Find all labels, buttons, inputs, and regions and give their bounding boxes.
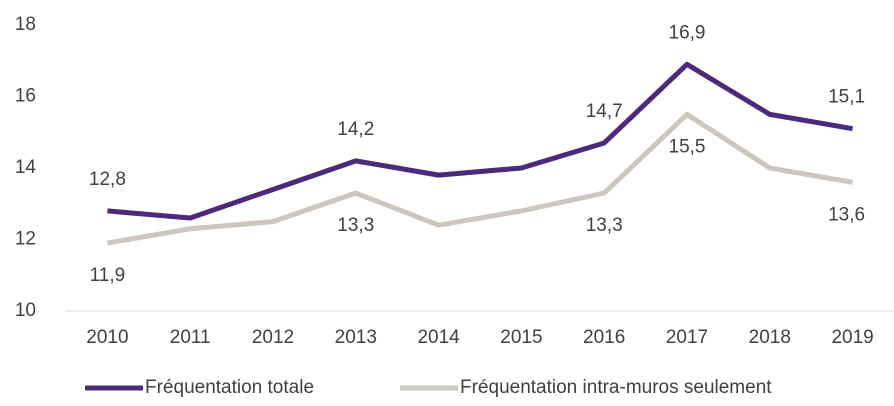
y-tick-label: 10 xyxy=(15,300,36,321)
data-label: 16,9 xyxy=(669,22,706,43)
x-tick-label: 2013 xyxy=(335,327,377,348)
data-label: 15,1 xyxy=(828,87,865,108)
legend-label: Fréquentation intra-muros seulement xyxy=(460,377,772,398)
data-label: 15,5 xyxy=(669,136,706,157)
x-tick-label: 2010 xyxy=(86,327,128,348)
x-tick-label: 2015 xyxy=(500,327,542,348)
y-tick-label: 14 xyxy=(15,157,37,178)
data-label: 13,3 xyxy=(337,215,374,236)
data-label: 14,7 xyxy=(586,101,623,122)
y-tick-label: 12 xyxy=(15,229,36,250)
data-label: 13,6 xyxy=(828,204,865,225)
x-tick-label: 2018 xyxy=(749,327,791,348)
series-line xyxy=(107,61,854,221)
x-tick-label: 2016 xyxy=(583,327,625,348)
series-line xyxy=(106,111,854,246)
data-label: 12,8 xyxy=(89,169,126,190)
x-tick-label: 2011 xyxy=(170,327,211,348)
data-label: 11,9 xyxy=(90,265,126,286)
x-tick-label: 2012 xyxy=(252,327,294,348)
legend-label: Fréquentation totale xyxy=(145,377,314,398)
x-tick-label: 2017 xyxy=(666,327,708,348)
data-label: 14,2 xyxy=(337,119,374,140)
x-tick-label: 2014 xyxy=(417,327,460,348)
y-tick-label: 16 xyxy=(15,86,36,107)
x-tick-label: 2019 xyxy=(831,327,873,348)
y-tick-label: 18 xyxy=(15,14,36,35)
data-label: 13,3 xyxy=(586,215,623,236)
